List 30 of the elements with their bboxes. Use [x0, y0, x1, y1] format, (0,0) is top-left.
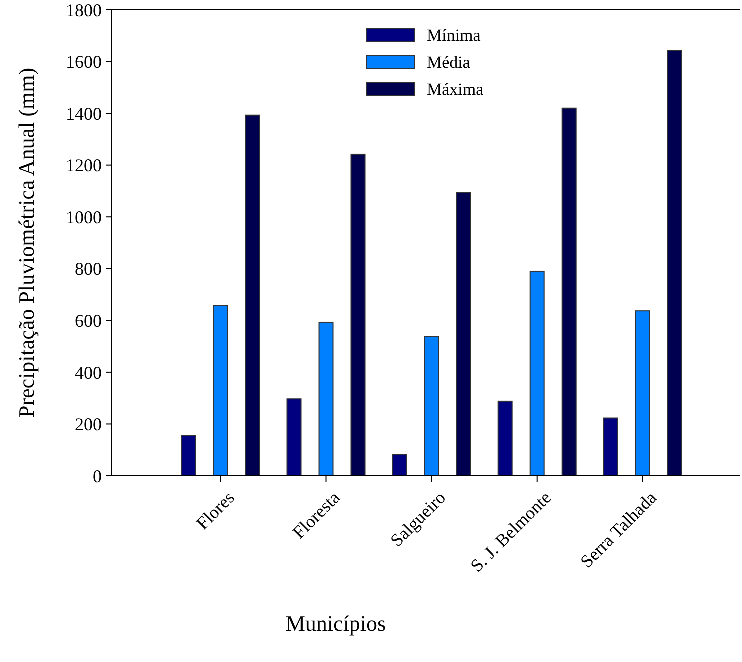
bar [603, 418, 618, 476]
y-tick-label: 800 [75, 259, 102, 280]
bar [667, 50, 682, 476]
y-tick-label: 1200 [66, 156, 102, 176]
y-tick-label: 200 [75, 414, 102, 435]
legend-label: Média [427, 52, 471, 72]
y-tick-label: 400 [75, 362, 102, 383]
bar [562, 108, 577, 476]
bar [392, 454, 408, 476]
bar [424, 336, 440, 476]
y-tick-label: 1400 [66, 104, 102, 124]
bar [498, 400, 513, 476]
y-tick-label: 1000 [66, 207, 102, 228]
bar [530, 270, 545, 476]
bar [635, 310, 650, 476]
y-tick-label: 0 [93, 466, 102, 486]
x-axis-title: Municípios [286, 611, 386, 636]
y-tick-label: 1600 [66, 52, 102, 72]
y-tick-label: 1800 [66, 0, 102, 20]
y-tick-label: 600 [75, 310, 102, 331]
bar [213, 305, 228, 476]
bar [245, 114, 260, 476]
y-axis-title: Precipitação Pluviométrica Anual (mm) [14, 68, 39, 418]
bar [318, 322, 334, 476]
legend-label: Máxima [427, 80, 484, 99]
legend-label: Mínima [427, 26, 482, 45]
bar [350, 154, 366, 476]
bar [286, 398, 302, 476]
bar [181, 435, 196, 476]
bar [456, 192, 472, 476]
